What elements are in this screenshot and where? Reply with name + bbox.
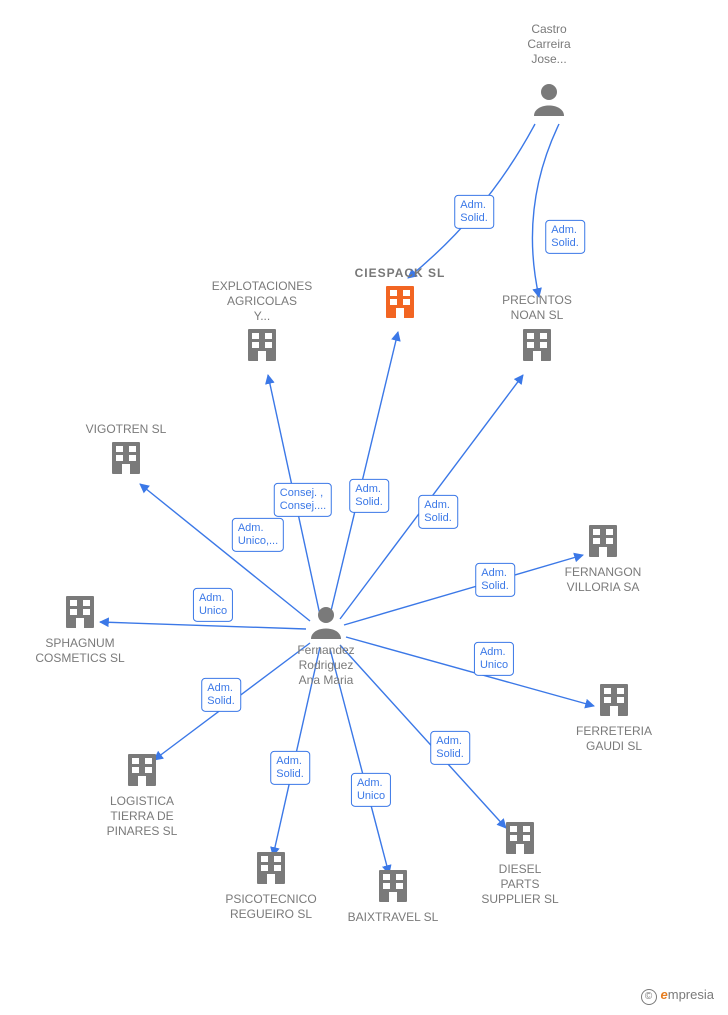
building-icon[interactable]: [66, 596, 94, 628]
building-icon[interactable]: [379, 870, 407, 902]
node-label[interactable]: CIESPACK SL: [355, 266, 446, 281]
edge-label: Adm. Solid.: [454, 195, 494, 229]
person-icon[interactable]: [534, 84, 564, 116]
building-icon[interactable]: [257, 852, 285, 884]
node-label[interactable]: SPHAGNUM COSMETICS SL: [35, 636, 124, 666]
node-label[interactable]: LOGISTICA TIERRA DE PINARES SL: [107, 794, 178, 839]
edge-label: Adm. Unico,...: [232, 518, 284, 552]
edge-label: Adm. Solid.: [418, 495, 458, 529]
edge-label: Consej. , Consej....: [274, 483, 332, 517]
edge-label: Adm. Unico: [474, 642, 514, 676]
node-label[interactable]: VIGOTREN SL: [86, 422, 167, 437]
node-label[interactable]: FERRETERIA GAUDI SL: [576, 724, 652, 754]
node-label[interactable]: Fernandez Rodriguez Ana Maria: [297, 643, 354, 688]
edge-label: Adm. Unico: [193, 588, 233, 622]
edge: [100, 622, 306, 629]
node-label[interactable]: PRECINTOS NOAN SL: [502, 293, 572, 323]
copyright-icon: ©: [641, 989, 657, 1005]
edge-label: Adm. Unico: [351, 773, 391, 807]
building-icon[interactable]: [589, 525, 617, 557]
node-label[interactable]: DIESEL PARTS SUPPLIER SL: [481, 862, 558, 907]
node-label[interactable]: Castro Carreira Jose...: [527, 22, 570, 67]
building-icon[interactable]: [386, 286, 414, 318]
edge: [346, 637, 594, 706]
node-label[interactable]: FERNANGON VILLORIA SA: [565, 565, 642, 595]
watermark: © empresia: [641, 987, 714, 1005]
building-icon[interactable]: [248, 329, 276, 361]
building-icon[interactable]: [112, 442, 140, 474]
node-label[interactable]: EXPLOTACIONES AGRICOLAS Y...: [212, 279, 312, 324]
edge: [532, 124, 559, 297]
edge-label: Adm. Solid.: [270, 751, 310, 785]
building-icon[interactable]: [600, 684, 628, 716]
person-icon[interactable]: [311, 607, 341, 639]
building-icon[interactable]: [506, 822, 534, 854]
node-label[interactable]: PSICOTECNICO REGUEIRO SL: [225, 892, 316, 922]
edge-label: Adm. Solid.: [430, 731, 470, 765]
node-label[interactable]: BAIXTRAVEL SL: [348, 910, 439, 925]
edge-label: Adm. Solid.: [201, 678, 241, 712]
building-icon[interactable]: [523, 329, 551, 361]
brand-rest: mpresia: [668, 987, 714, 1002]
edge-label: Adm. Solid.: [475, 563, 515, 597]
edge-label: Adm. Solid.: [349, 479, 389, 513]
building-icon[interactable]: [128, 754, 156, 786]
edge: [330, 332, 398, 615]
edge-label: Adm. Solid.: [545, 220, 585, 254]
brand-first-letter: e: [661, 987, 668, 1002]
